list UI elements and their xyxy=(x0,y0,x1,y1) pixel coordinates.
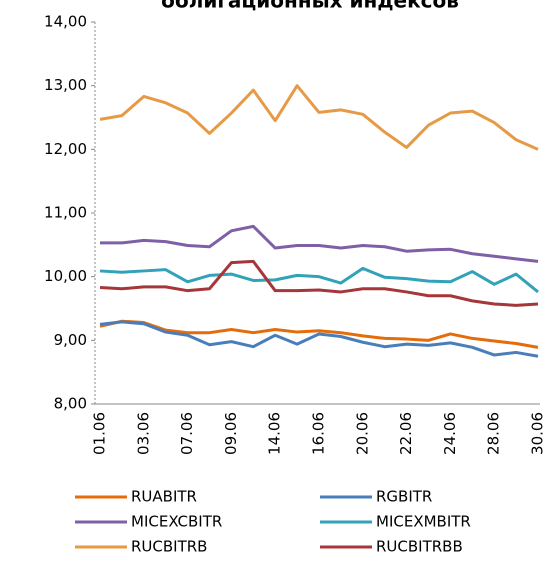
x-tick-label: 22.06 xyxy=(397,412,415,455)
y-tick-label: 13,00 xyxy=(44,76,87,94)
legend-label: RUCBITRBB xyxy=(376,538,463,556)
series-line xyxy=(99,266,539,294)
x-tick-label: 14.06 xyxy=(266,412,284,455)
legend-label: RUCBITRB xyxy=(131,538,207,556)
legend-label: RGBITR xyxy=(376,488,432,506)
legend-label: MICEXCBITR xyxy=(131,513,222,531)
series-line xyxy=(100,224,539,263)
x-tick-label: 30.06 xyxy=(529,412,545,455)
x-tick-label: 09.06 xyxy=(222,412,240,455)
x-tick-label: 16.06 xyxy=(310,412,328,455)
x-tick-label: 28.06 xyxy=(485,412,503,455)
series-line xyxy=(99,259,539,307)
y-tick-label: 10,00 xyxy=(44,267,87,285)
y-tick-label: 8,00 xyxy=(54,395,87,413)
y-tick-label: 9,00 xyxy=(54,331,87,349)
series-line xyxy=(99,84,539,151)
y-tick-label: 11,00 xyxy=(44,204,87,222)
x-tick-label: 03.06 xyxy=(134,412,152,455)
x-tick-label: 01.06 xyxy=(91,412,109,455)
series-line xyxy=(99,320,539,358)
legend-label: RUABITR xyxy=(131,488,197,506)
chart-title: облигационных индексов xyxy=(161,0,459,13)
y-tick-label: 12,00 xyxy=(44,140,87,158)
x-tick-label: 24.06 xyxy=(441,412,459,455)
legend-label: MICEXMBITR xyxy=(376,513,471,531)
x-tick-label: 20.06 xyxy=(353,412,371,455)
series-line xyxy=(99,319,539,349)
y-tick-label: 14,00 xyxy=(44,13,87,31)
x-tick-label: 07.06 xyxy=(178,412,196,455)
